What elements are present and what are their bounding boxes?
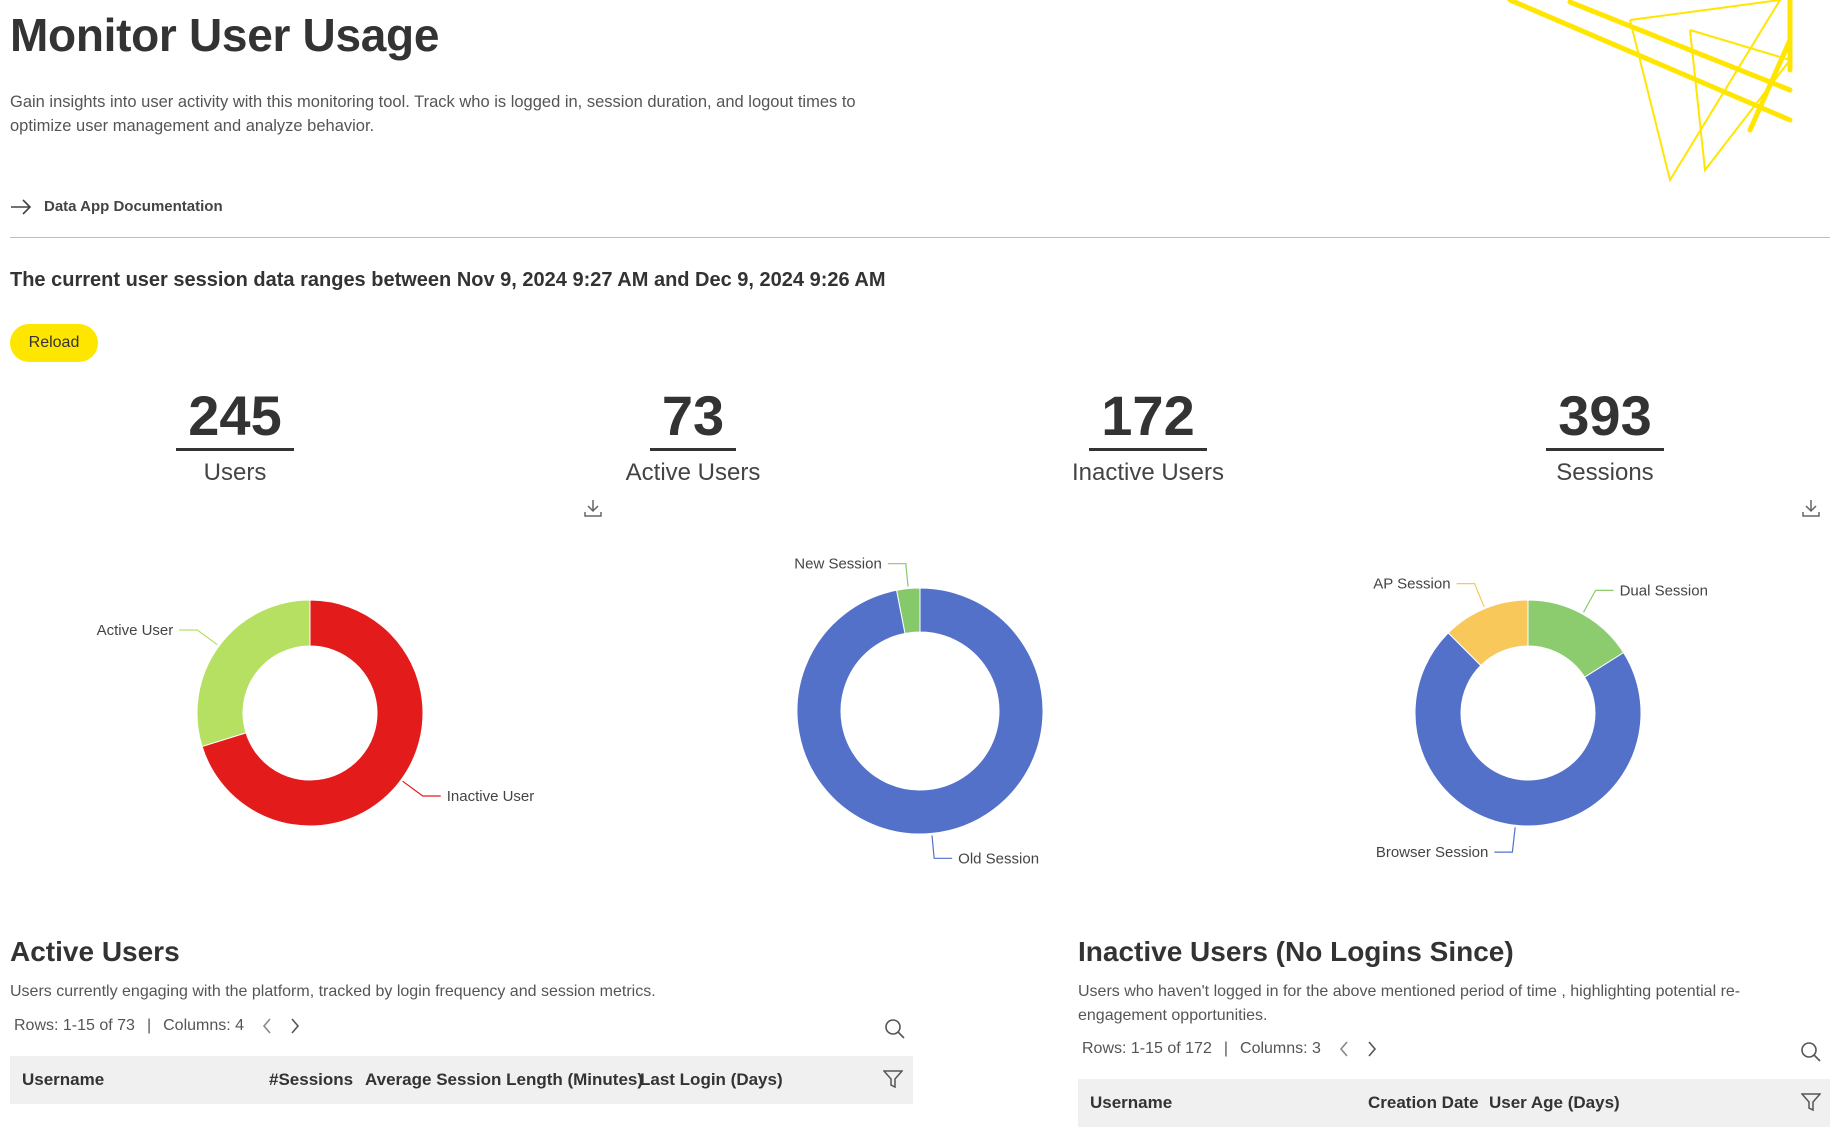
inactive-users-table-header: Username Creation Date User Age (Days) (1078, 1079, 1830, 1127)
pager-separator: | (146, 1017, 152, 1034)
inactive-users-pager: Rows: 1-15 of 172 | Columns: 3 (1082, 1040, 1377, 1058)
metric-sessions: 393 Sessions (1475, 384, 1735, 487)
metric-value: 73 (649, 384, 737, 451)
metric-label: Sessions (1556, 459, 1654, 486)
column-header[interactable]: Last Login (Days) (640, 1070, 783, 1089)
metric-users: 245 Users (105, 384, 365, 487)
slice-label: Active User (97, 622, 174, 639)
label-leader-line (1582, 589, 1614, 613)
column-header[interactable]: #Sessions (269, 1070, 354, 1089)
donut-slice[interactable] (196, 599, 311, 748)
documentation-link-label: Data App Documentation (44, 198, 223, 215)
metric-value: 393 (1546, 384, 1664, 451)
filter-icon[interactable] (1801, 1092, 1821, 1112)
download-icon[interactable] (1801, 498, 1821, 518)
chevron-right-icon[interactable] (290, 1018, 300, 1034)
donut-slice[interactable] (796, 587, 1044, 835)
column-header[interactable]: Average Session Length (Minutes) (365, 1070, 644, 1089)
metric-label: Inactive Users (1071, 459, 1225, 486)
page-description: Gain insights into user activity with th… (10, 93, 856, 135)
donut-charts: Active User Inactive User New Session Old S… (97, 556, 1708, 868)
decorative-lines (1507, 0, 1793, 183)
columns-count: Columns: 4 (163, 1017, 245, 1034)
chevron-left-icon[interactable] (262, 1018, 272, 1034)
slice-label: New Session (794, 556, 882, 573)
label-leader-line (1494, 827, 1516, 853)
columns-count: Columns: 3 (1240, 1040, 1321, 1057)
arrow-right-icon (11, 198, 32, 215)
active-users-title: Active Users (10, 936, 180, 967)
metric-inactive-users: 172 Inactive Users (1018, 384, 1278, 487)
inactive-users-description: Users who haven't logged in for the abov… (1078, 983, 1741, 1024)
label-leader-line (1456, 583, 1485, 607)
pager-separator: | (1223, 1040, 1229, 1057)
active-users-pager: Rows: 1-15 of 73 | Columns: 4 (14, 1017, 300, 1035)
column-header[interactable]: User Age (Days) (1489, 1093, 1620, 1112)
label-leader-line (931, 835, 953, 859)
active-users-table-header: Username #Sessions Average Session Lengt… (10, 1056, 913, 1104)
rows-count: Rows: 1-15 of 73 (14, 1017, 135, 1034)
slice-label: Old Session (958, 850, 1039, 867)
rows-count: Rows: 1-15 of 172 (1082, 1040, 1212, 1057)
slice-label: Inactive User (447, 788, 535, 805)
donut-slice[interactable] (201, 599, 424, 827)
slice-label: Browser Session (1376, 844, 1489, 861)
metric-value: 172 (1089, 384, 1207, 451)
inactive-users-title: Inactive Users (No Logins Since) (1078, 936, 1514, 967)
metric-active-users: 73 Active Users (563, 384, 823, 487)
label-leader-line (887, 563, 909, 587)
divider (10, 237, 1830, 238)
column-header[interactable]: Username (22, 1070, 105, 1089)
label-leader-line (179, 629, 218, 646)
label-leader-line (402, 780, 441, 797)
slice-label: Dual Session (1620, 582, 1708, 599)
metric-label: Active Users (625, 459, 761, 486)
slice-label: AP Session (1373, 576, 1450, 593)
chevron-right-icon[interactable] (1367, 1041, 1377, 1057)
metric-value: 245 (176, 384, 294, 451)
reload-button[interactable]: Reload (10, 324, 98, 362)
metric-label: Users (203, 459, 267, 486)
search-icon[interactable] (884, 1018, 906, 1040)
page-title: Monitor User Usage (10, 9, 440, 61)
column-header[interactable]: Creation Date (1368, 1093, 1479, 1112)
donut-slice[interactable] (1414, 632, 1642, 827)
chevron-left-icon[interactable] (1339, 1041, 1349, 1057)
filter-icon[interactable] (883, 1069, 903, 1089)
download-icon[interactable] (583, 498, 603, 518)
column-header[interactable]: Username (1090, 1093, 1173, 1112)
search-icon[interactable] (1800, 1041, 1822, 1063)
documentation-link[interactable]: Data App Documentation (10, 198, 223, 215)
active-users-description: Users currently engaging with the platfo… (10, 983, 656, 1000)
date-range-text: The current user session data ranges bet… (10, 269, 886, 291)
